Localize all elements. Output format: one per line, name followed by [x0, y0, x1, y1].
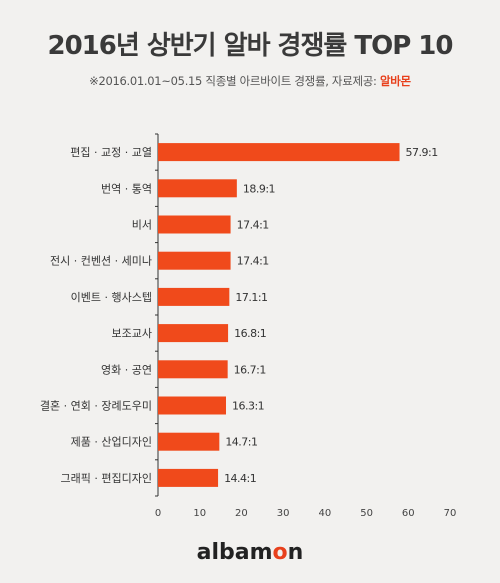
x-tick-label: 60: [402, 508, 415, 519]
chart-title: 2016년 상반기 알바 경쟁률 TOP 10: [47, 31, 454, 61]
category-label: 보조교사: [112, 327, 152, 340]
chart-subtitle: ※2016.01.01~05.15 직종별 아르바이트 경쟁률, 자료제공: 알…: [0, 73, 500, 89]
bar: [158, 143, 400, 162]
category-label: 편집 · 교정 · 교열: [70, 146, 152, 159]
subtitle-brand: 알바몬: [380, 74, 411, 88]
bar: [158, 215, 231, 234]
category-label: 이벤트 · 행사스텝: [71, 291, 152, 304]
data-label: 57.9:1: [406, 146, 438, 159]
category-label: 영화 · 공연: [101, 363, 152, 376]
bar: [158, 360, 228, 379]
category-label: 결혼 · 연회 · 장례도우미: [40, 400, 152, 413]
data-label: 14.4:1: [224, 472, 256, 485]
x-tick-label: 50: [360, 508, 373, 519]
category-label: 그래픽 · 편집디자인: [61, 472, 152, 485]
data-label: 17.4:1: [237, 255, 269, 268]
bar: [158, 396, 226, 415]
x-tick-label: 40: [318, 508, 331, 519]
bar: [158, 179, 237, 198]
data-label: 14.7:1: [225, 436, 257, 449]
data-label: 17.4:1: [237, 219, 269, 232]
bar: [158, 251, 231, 270]
data-label: 17.1:1: [235, 291, 267, 304]
data-label: 16.7:1: [234, 363, 266, 376]
category-label: 비서: [132, 219, 152, 232]
logo-accent: o: [272, 540, 288, 565]
x-tick-label: 30: [277, 508, 290, 519]
data-label: 16.3:1: [232, 400, 264, 413]
bar: [158, 324, 229, 343]
logo-end: n: [287, 540, 304, 565]
albamon-logo: albamon: [0, 540, 500, 565]
x-tick-label: 20: [235, 508, 248, 519]
category-label: 전시 · 컨벤션 · 세미나: [50, 255, 152, 268]
category-label: 제품 · 산업디자인: [71, 436, 152, 449]
bar: [158, 432, 220, 451]
data-label: 16.8:1: [234, 327, 266, 340]
subtitle-text: ※2016.01.01~05.15 직종별 아르바이트 경쟁률, 자료제공:: [89, 74, 380, 88]
category-label: 번역 · 통역: [101, 182, 152, 195]
bar: [158, 468, 219, 487]
x-tick-label: 70: [444, 508, 457, 519]
x-tick-label: 0: [155, 508, 161, 519]
logo-main: albam: [196, 540, 273, 565]
bar: [158, 287, 230, 306]
data-label: 18.9:1: [243, 182, 275, 195]
bar-chart: 편집 · 교정 · 교열 57.9:1 번역 · 통역 18.9:1 비서 17.4:1 전…: [40, 133, 457, 519]
x-tick-label: 10: [193, 508, 206, 519]
